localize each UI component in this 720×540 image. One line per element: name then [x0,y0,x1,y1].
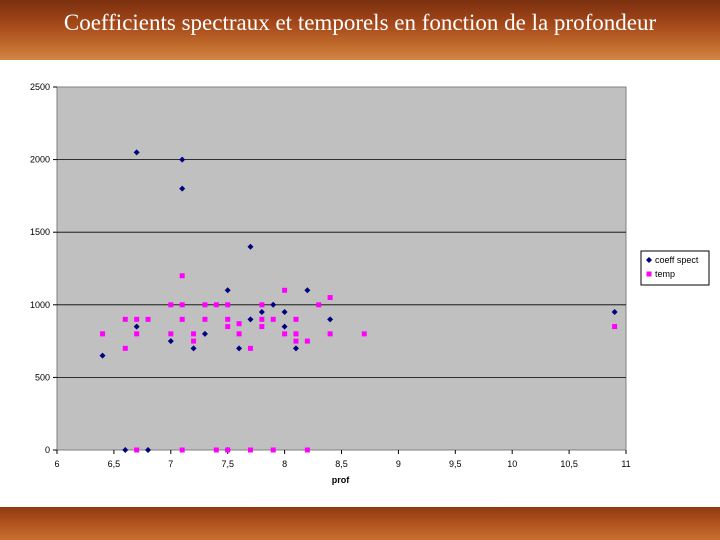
data-point-temp [293,316,299,322]
legend-label: temp [655,269,675,279]
data-point-temp [225,302,231,308]
data-point-coeff-spect [236,345,243,352]
plot-area [56,86,627,451]
data-point-temp [213,447,219,453]
data-point-temp [202,302,208,308]
legend-marker-temp [646,271,652,277]
data-point-temp [225,447,231,453]
x-tick-label: 9 [396,459,401,469]
data-point-temp [134,331,140,337]
y-tick-label: 500 [35,372,50,382]
data-point-coeff-spect [179,156,186,163]
data-point-coeff-spect [247,316,254,323]
data-point-temp [293,338,299,344]
x-tick-label: 8,5 [335,459,348,469]
data-point-coeff-spect [611,309,618,316]
data-point-temp [259,324,265,330]
x-tick-label: 7,5 [221,459,234,469]
data-point-coeff-spect [270,301,277,308]
data-point-temp [179,273,185,279]
data-point-temp [225,324,231,330]
data-point-temp [145,316,151,322]
scatter-chart: 0 500 1000 1500 2000 2500 6 6,5 7 7,5 8 8,5 9 9,5 10 10… [30,82,710,485]
y-tick-label: 2000 [30,155,50,165]
data-point-temp [122,345,128,351]
legend-box [640,250,710,286]
data-point-coeff-spect [247,243,254,250]
x-tick-label: 10 [507,459,517,469]
data-point-coeff-spect [190,345,197,352]
data-point-temp [304,338,310,344]
data-point-temp [270,316,276,322]
data-point-temp [327,295,333,301]
x-axis-title: prof [332,475,350,485]
x-tick-label: 9,5 [449,459,462,469]
data-point-temp [247,447,253,453]
data-point-temp [225,316,231,322]
data-point-coeff-spect [167,338,174,345]
data-point-temp [259,302,265,308]
data-point-coeff-spect [327,316,334,323]
data-point-coeff-spect [179,185,186,192]
data-point-temp [612,324,618,330]
data-point-coeff-spect [224,287,231,294]
data-point-temp [179,302,185,308]
data-point-temp [213,302,219,308]
data-point-coeff-spect [304,287,311,294]
legend-marker-coeff-spect [646,257,652,263]
data-point-coeff-spect [99,352,106,359]
slide-footer [0,507,720,540]
data-point-temp [179,447,185,453]
data-point-temp [191,331,197,337]
x-tick-label: 7 [168,459,173,469]
data-point-temp [361,331,367,337]
x-tick-label: 11 [621,459,630,469]
data-point-temp [100,331,106,337]
data-point-temp [327,331,333,337]
data-point-temp [179,316,185,322]
data-point-temp [282,287,288,293]
data-point-temp [270,447,276,453]
data-point-coeff-spect [133,323,140,330]
data-point-coeff-spect [145,447,152,453]
data-point-temp [304,447,310,453]
data-point-temp [259,316,265,322]
data-point-temp [247,345,253,351]
x-tick-label: 6,5 [108,459,121,469]
slide-header [0,0,720,60]
slide-title: Coefficients spectraux et temporels en f… [63,10,657,35]
x-tick-label: 10,5 [560,459,578,469]
data-point-temp [134,447,140,453]
legend-label: coeff spect [655,255,699,265]
data-point-temp [202,316,208,322]
data-point-temp [236,321,242,327]
data-point-temp [236,331,242,337]
data-point-temp [134,316,140,322]
data-point-coeff-spect [122,447,129,453]
data-point-coeff-spect [292,345,299,352]
y-tick-label: 2500 [30,82,50,92]
y-tick-label: 1000 [30,300,50,310]
data-point-coeff-spect [281,323,288,330]
chart-area: 0 500 1000 1500 2000 2500 6 6,5 7 7,5 8 8,5 9 9,5 10 10… [0,60,720,507]
data-point-coeff-spect [281,309,288,316]
data-point-temp [168,302,174,308]
data-point-temp [282,331,288,337]
x-tick-label: 8 [282,459,287,469]
data-point-temp [191,338,197,344]
data-point-temp [168,331,174,337]
y-tick-label: 1500 [30,227,50,237]
data-point-temp [122,316,128,322]
x-tick-label: 6 [54,459,59,469]
data-point-temp [293,331,299,337]
data-point-temp [316,302,322,308]
data-point-coeff-spect [133,149,140,156]
y-tick-label: 0 [45,445,50,455]
data-point-coeff-spect [201,330,208,337]
data-point-coeff-spect [258,309,265,316]
